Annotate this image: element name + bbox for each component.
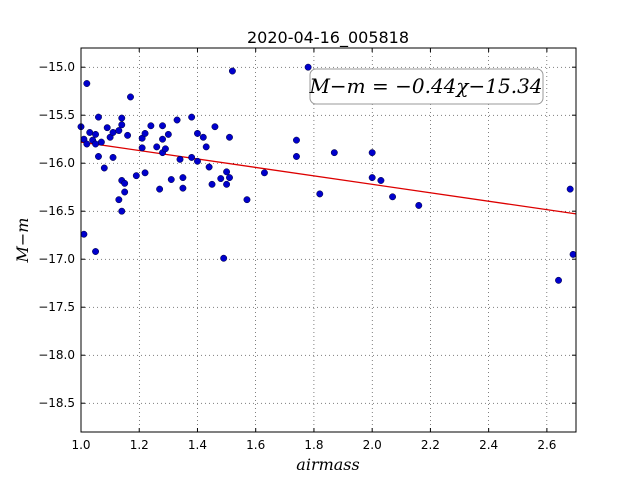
x-tick-label: 1.8: [304, 438, 323, 452]
data-point: [173, 116, 181, 124]
data-point: [118, 207, 126, 215]
x-tick-label: 2.6: [537, 438, 556, 452]
fit-equation-box: M−m = −0.44χ−15.34: [308, 68, 544, 105]
data-point: [118, 121, 126, 129]
data-point: [153, 143, 161, 151]
data-point: [83, 140, 91, 148]
data-point: [109, 129, 117, 136]
data-point: [205, 163, 213, 171]
data-point: [121, 179, 129, 187]
y-tick-label: −16.0: [38, 156, 75, 170]
x-tick-label: 2.4: [479, 438, 498, 452]
data-point: [208, 180, 216, 188]
data-point: [161, 145, 169, 153]
tick-labels: 1.0 1.2 1.4 1.6 1.8 2.0 2.2 2.4 2.6 −15.0 −15.5 −16…: [38, 60, 556, 452]
data-point: [159, 135, 166, 143]
data-point: [118, 114, 126, 122]
data-point: [179, 184, 187, 192]
data-point: [109, 153, 117, 161]
x-tick-label: 1.2: [130, 438, 149, 452]
x-tick-label: 2.0: [363, 438, 382, 452]
data-point: [566, 185, 574, 193]
data-point: [92, 130, 100, 138]
y-tick-label: −17.5: [38, 300, 75, 314]
x-tick-label: 1.6: [246, 438, 265, 452]
y-tick-label: −15.5: [38, 108, 75, 122]
data-point: [95, 113, 102, 121]
data-point: [243, 196, 251, 204]
data-point: [167, 176, 175, 183]
data-point: [226, 133, 233, 141]
data-point: [415, 201, 423, 209]
data-point: [316, 190, 324, 198]
data-point: [188, 113, 196, 121]
y-tick-label: −16.5: [38, 204, 75, 218]
data-point: [92, 248, 100, 255]
data-point: [86, 129, 94, 136]
data-points: [77, 63, 577, 284]
y-tick-label: −17.0: [38, 252, 75, 266]
data-point: [304, 63, 312, 71]
data-point: [217, 175, 225, 183]
data-point: [188, 153, 196, 161]
data-point: [156, 185, 164, 193]
data-point: [179, 174, 187, 182]
data-point: [569, 250, 577, 258]
data-point: [260, 169, 268, 177]
y-tick-label: −18.5: [38, 396, 75, 410]
data-point: [141, 169, 149, 177]
grid-lines: [80, 48, 576, 432]
data-point: [228, 67, 236, 75]
data-point: [194, 157, 201, 165]
axis-ticks: [80, 48, 576, 432]
data-point: [226, 174, 233, 182]
data-point: [389, 193, 397, 201]
data-point: [141, 129, 149, 137]
y-tick-label: −18.0: [38, 348, 75, 362]
data-point: [202, 143, 210, 151]
y-tick-label: −15.0: [38, 60, 75, 74]
plot-frame: [80, 47, 577, 433]
data-point: [83, 80, 91, 87]
data-point: [121, 188, 129, 196]
data-point: [97, 138, 105, 146]
data-point: [555, 276, 562, 284]
data-point: [132, 172, 140, 180]
data-point: [92, 140, 100, 148]
data-point: [223, 168, 231, 176]
data-point: [368, 174, 376, 182]
data-point: [293, 136, 300, 144]
x-axis-label: airmass: [296, 455, 359, 474]
data-point: [223, 180, 231, 188]
data-point: [368, 149, 376, 157]
x-tick-label: 2.2: [421, 438, 440, 452]
fit-equation-label: M−m = −0.44χ−15.34: [308, 74, 542, 98]
data-point: [115, 196, 123, 204]
data-point: [103, 124, 111, 132]
data-point: [293, 153, 300, 160]
data-point: [115, 127, 123, 135]
data-point: [176, 155, 184, 163]
y-axis-label: M−m: [13, 218, 32, 264]
data-point: [377, 177, 385, 184]
data-point: [220, 254, 228, 262]
data-point: [164, 130, 172, 138]
chart-title: 2020-04-16_005818: [247, 28, 409, 48]
data-point: [199, 133, 207, 141]
data-point: [124, 131, 132, 139]
data-point: [80, 230, 88, 238]
data-point: [95, 153, 102, 160]
x-tick-label: 1.4: [188, 438, 207, 452]
data-point: [159, 122, 166, 130]
x-tick-label: 1.0: [71, 438, 90, 452]
data-point: [211, 123, 219, 131]
data-point: [138, 144, 146, 152]
data-point: [330, 149, 338, 157]
data-point: [100, 164, 108, 172]
data-point: [194, 129, 201, 137]
data-point: [147, 122, 155, 130]
data-point: [127, 93, 134, 101]
